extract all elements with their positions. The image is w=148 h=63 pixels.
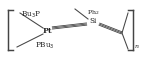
Text: Ph$_2$: Ph$_2$ bbox=[87, 9, 99, 17]
Text: Bu$_3$P: Bu$_3$P bbox=[21, 10, 41, 20]
Text: n: n bbox=[135, 44, 139, 49]
Text: Si: Si bbox=[89, 17, 97, 25]
Text: PBu$_3$: PBu$_3$ bbox=[35, 41, 55, 51]
Text: Pt: Pt bbox=[42, 27, 52, 35]
